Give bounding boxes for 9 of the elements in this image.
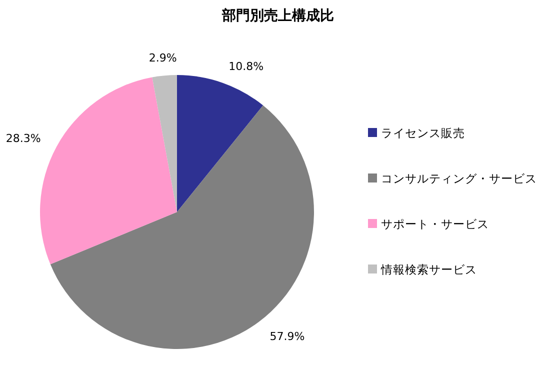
data-label: 28.3% <box>6 132 41 145</box>
chart-title: 部門別売上構成比 <box>221 7 334 24</box>
legend-label: コンサルティング・サービス <box>381 172 537 186</box>
legend-label: ライセンス販売 <box>381 126 465 140</box>
legend-label: サポート・サービス <box>381 217 489 231</box>
data-label: 2.9% <box>148 52 177 65</box>
data-label: 10.8% <box>228 60 264 73</box>
data-label: 57.9% <box>270 330 305 344</box>
legend-label: 情報検索サービス <box>380 262 477 276</box>
